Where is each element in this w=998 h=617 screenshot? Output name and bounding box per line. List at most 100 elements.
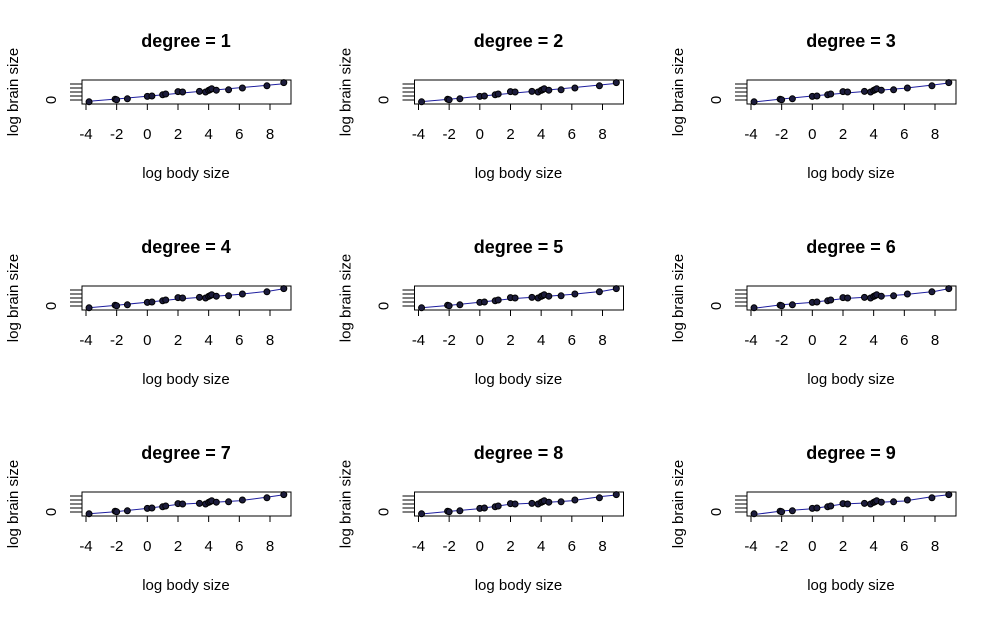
data-point: [494, 296, 502, 304]
y-tick-label: 0: [375, 302, 392, 310]
data-point: [263, 288, 271, 296]
x-tick-label: -4: [79, 332, 92, 349]
chart-title: degree = 2: [474, 31, 564, 51]
x-tick-label: -4: [412, 538, 425, 555]
x-tick-label: -4: [412, 126, 425, 143]
data-point: [113, 96, 121, 104]
x-tick-label: -2: [775, 538, 788, 555]
x-tick-label: 6: [900, 332, 908, 349]
x-tick-label: 0: [143, 126, 151, 143]
data-point: [494, 502, 502, 510]
data-point: [162, 90, 170, 98]
data-point: [813, 298, 821, 306]
x-tick-label: -2: [442, 332, 455, 349]
x-tick-label: 0: [808, 332, 816, 349]
y-axis-label: log brain size: [5, 460, 22, 548]
data-point: [480, 504, 488, 512]
data-point: [788, 507, 796, 515]
x-tick-label: 2: [506, 332, 514, 349]
data-point: [945, 285, 953, 293]
data-point: [903, 290, 911, 298]
data-point: [225, 86, 233, 94]
y-axis-label: log brain size: [670, 460, 687, 548]
data-point: [480, 298, 488, 306]
x-tick-label: 2: [839, 538, 847, 555]
data-point: [418, 98, 426, 106]
data-point: [844, 500, 852, 508]
data-point: [195, 499, 203, 507]
data-point: [778, 302, 786, 310]
data-point: [813, 504, 821, 512]
data-point: [860, 293, 868, 301]
x-tick-label: 2: [174, 538, 182, 555]
x-tick-label: 2: [839, 332, 847, 349]
data-point: [511, 294, 519, 302]
x-axis-label: log body size: [807, 371, 895, 388]
chart-title: degree = 7: [141, 443, 231, 463]
x-tick-label: 0: [808, 126, 816, 143]
x-tick-label: 8: [266, 538, 274, 555]
data-point: [928, 494, 936, 502]
data-point: [890, 292, 898, 300]
chart-title: degree = 9: [806, 443, 896, 463]
x-axis-label: log body size: [475, 165, 563, 182]
x-tick-label: -4: [744, 332, 757, 349]
data-point: [595, 288, 603, 296]
y-axis-label: log brain size: [337, 460, 354, 548]
x-axis-label: log body size: [142, 165, 230, 182]
data-point: [445, 508, 453, 516]
y-axis-label: log brain size: [670, 48, 687, 136]
x-tick-label: 6: [235, 126, 243, 143]
x-tick-label: 8: [598, 332, 606, 349]
data-point: [511, 500, 519, 508]
data-point: [263, 494, 271, 502]
y-tick-label: 0: [375, 96, 392, 104]
data-point: [545, 292, 553, 300]
data-point: [612, 491, 620, 499]
x-tick-label: 6: [568, 538, 576, 555]
data-point: [494, 90, 502, 98]
x-tick-label: -4: [744, 538, 757, 555]
data-point: [945, 491, 953, 499]
x-tick-label: 4: [204, 126, 212, 143]
data-point: [148, 298, 156, 306]
data-point: [511, 88, 519, 96]
data-point: [85, 304, 93, 312]
x-axis-label: log body size: [475, 577, 563, 594]
x-tick-label: 8: [266, 126, 274, 143]
x-tick-label: 2: [506, 126, 514, 143]
data-point: [85, 510, 93, 518]
data-point: [750, 98, 758, 106]
data-point: [162, 296, 170, 304]
data-point: [148, 92, 156, 100]
y-axis-label: log brain size: [670, 254, 687, 342]
data-point: [890, 498, 898, 506]
data-point: [225, 292, 233, 300]
x-tick-label: 4: [204, 538, 212, 555]
data-point: [280, 491, 288, 499]
y-axis-label: log brain size: [5, 48, 22, 136]
data-point: [418, 510, 426, 518]
data-point: [85, 98, 93, 106]
x-tick-label: 6: [235, 538, 243, 555]
x-tick-label: 4: [537, 332, 545, 349]
data-point: [903, 496, 911, 504]
x-tick-label: -2: [110, 126, 123, 143]
data-point: [123, 301, 131, 309]
data-point: [123, 95, 131, 103]
x-tick-label: 0: [476, 538, 484, 555]
data-point: [148, 504, 156, 512]
data-point: [113, 302, 121, 310]
data-point: [162, 502, 170, 510]
x-tick-label: -2: [110, 538, 123, 555]
x-tick-label: 8: [598, 126, 606, 143]
x-tick-label: 2: [174, 126, 182, 143]
x-tick-label: 2: [839, 126, 847, 143]
y-axis-label: log brain size: [337, 48, 354, 136]
x-tick-label: 2: [506, 538, 514, 555]
chart-title: degree = 3: [806, 31, 896, 51]
data-point: [113, 508, 121, 516]
data-point: [445, 302, 453, 310]
data-point: [545, 86, 553, 94]
